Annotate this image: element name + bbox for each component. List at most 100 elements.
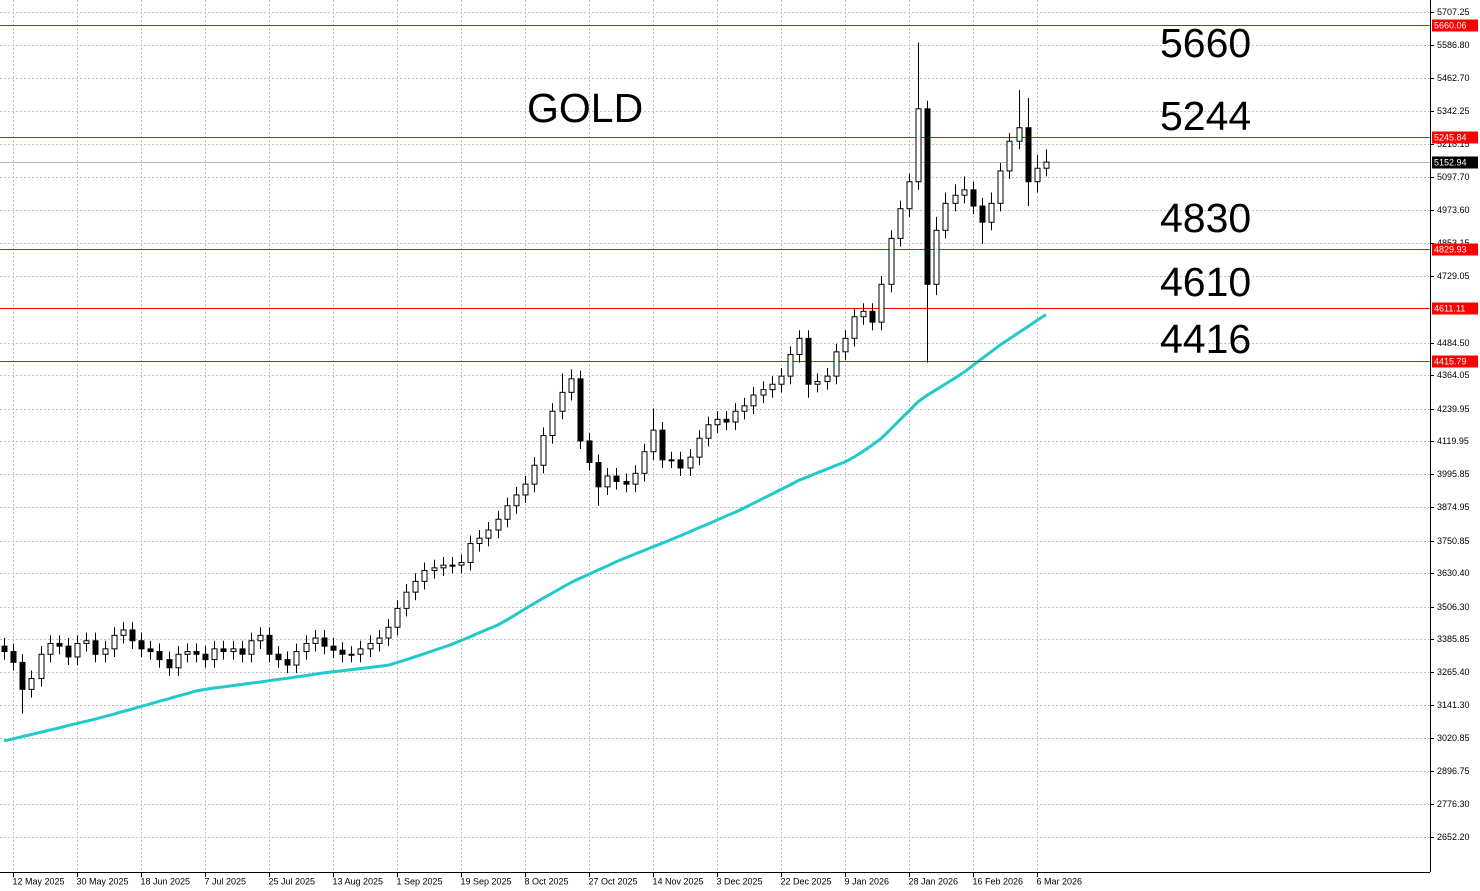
candle-body (760, 389, 767, 396)
x-tick-label: 8 Oct 2025 (525, 876, 569, 886)
candle-body (321, 637, 328, 647)
annotation: 5660 (1160, 20, 1251, 66)
candle-body (805, 337, 812, 385)
candle-body (1006, 140, 1013, 172)
level-label-box (1432, 19, 1478, 32)
y-tick-label: 3750.85 (1437, 536, 1470, 546)
level-label: 4829.93 (1434, 244, 1467, 254)
x-tick-label: 14 Nov 2025 (653, 876, 704, 886)
candle-body (833, 351, 840, 377)
labels: 5707.25 5586.80 5462.70 5342.25 5218.15 5097.… (13, 7, 1478, 886)
candle-body (814, 381, 821, 385)
y-tick-label: 3995.85 (1437, 469, 1470, 479)
candle-body (623, 480, 630, 485)
y-tick-label: 5342.25 (1437, 106, 1470, 116)
candle-body (440, 564, 447, 569)
candle-body (202, 653, 209, 661)
candle-body (668, 459, 675, 462)
candle-body (869, 310, 876, 323)
candle-body (495, 518, 502, 531)
candle-body (284, 659, 291, 666)
candle-body (540, 435, 547, 466)
candle-body (659, 429, 666, 461)
candle-body (650, 429, 657, 453)
candle-body (476, 537, 483, 545)
candle-body (878, 283, 885, 323)
x-tick-label: 7 Jul 2025 (205, 876, 247, 886)
y-tick-label: 3020.85 (1437, 733, 1470, 743)
x-tick-label: 30 May 2025 (77, 876, 129, 886)
candle-body (467, 543, 474, 563)
candle-body (696, 437, 703, 458)
candle-body (431, 567, 438, 572)
y-tick-label: 4853.15 (1437, 238, 1470, 248)
y-tick-label: 3630.40 (1437, 568, 1470, 578)
level-label-box (1432, 355, 1478, 368)
candle-body (723, 418, 730, 423)
candle-body (970, 189, 977, 207)
moving-average (3, 313, 1047, 743)
annotation: 4610 (1160, 259, 1251, 305)
y-tick-label: 3874.95 (1437, 502, 1470, 512)
y-tick-label: 2652.20 (1437, 832, 1470, 842)
candle-body (339, 649, 346, 655)
level-label: 4415.79 (1434, 356, 1467, 366)
candle-body (769, 383, 776, 391)
y-tick-label: 4239.95 (1437, 404, 1470, 414)
candle-body (549, 410, 556, 437)
candle-body (485, 529, 492, 539)
x-tick-label: 28 Jan 2026 (909, 876, 959, 886)
candle-body (394, 607, 401, 628)
y-tick-label: 5586.80 (1437, 40, 1470, 50)
level-label: 4611.11 (1434, 303, 1465, 313)
y-tick-label: 3141.30 (1437, 700, 1470, 710)
x-tick-label: 27 Oct 2025 (589, 876, 638, 886)
candle-body (952, 194, 959, 204)
candle-body (1025, 127, 1032, 183)
candle-body (641, 451, 648, 474)
y-tick-label: 5462.70 (1437, 73, 1470, 83)
candle-body (385, 626, 392, 639)
annotation: GOLD (527, 85, 643, 131)
last-price-label: 5152.94 (1434, 157, 1467, 167)
level-label: 5245.84 (1434, 132, 1467, 142)
candle-body (933, 229, 940, 285)
candle-body (312, 637, 319, 644)
x-tick-label: 6 Mar 2026 (1037, 876, 1083, 886)
candle-body (906, 181, 913, 210)
y-tick-label: 4973.60 (1437, 205, 1470, 215)
y-tick-label: 4364.05 (1437, 370, 1470, 380)
candle-body (778, 375, 785, 385)
candle-body (357, 648, 364, 655)
candle-body (403, 591, 410, 609)
candle-body (92, 640, 99, 655)
candle-body (851, 316, 858, 339)
candle-body (568, 378, 575, 393)
candle-body (522, 483, 529, 496)
candle-body (56, 642, 63, 647)
candle-body (1016, 127, 1023, 142)
candle-body (458, 561, 465, 566)
y-tick-label: 4119.95 (1437, 436, 1469, 446)
candle-body (942, 202, 949, 231)
x-tick-label: 12 May 2025 (13, 876, 65, 886)
x-tick-label: 9 Jan 2026 (845, 876, 890, 886)
candle-body (741, 405, 748, 412)
candle-body (824, 375, 831, 383)
candle-body (266, 634, 273, 655)
y-tick-label: 4729.05 (1437, 271, 1470, 281)
candle-body (275, 653, 282, 661)
candle-body (129, 629, 136, 642)
candle-body (102, 648, 109, 655)
candle-body (979, 205, 986, 223)
candle-body (586, 440, 593, 464)
candle-body (842, 337, 849, 353)
last-price-box (1432, 156, 1478, 169)
level-label-box (1432, 302, 1478, 315)
candle-body (19, 661, 26, 690)
candle-body (184, 651, 191, 655)
candle-body (531, 464, 538, 485)
candle-body (175, 653, 182, 669)
